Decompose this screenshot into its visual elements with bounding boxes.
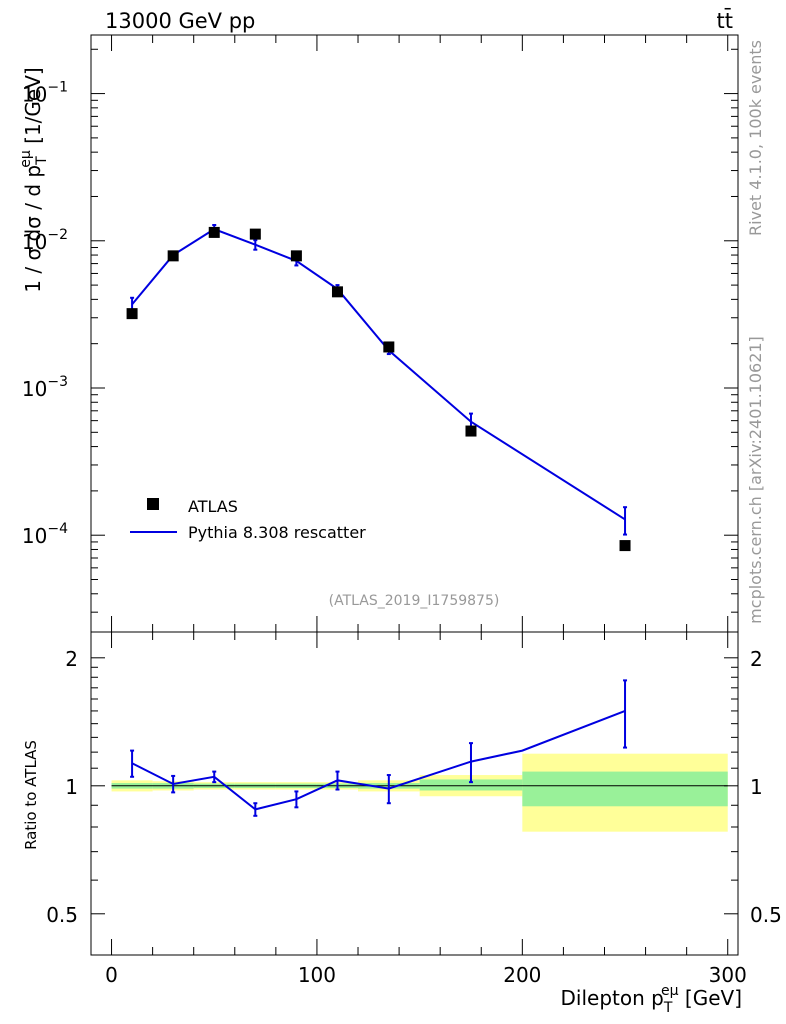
rivet-version-label: Rivet 4.1.0, 100k events — [746, 40, 765, 236]
energy-label: 13000 GeV pp — [105, 9, 255, 33]
ratio-y-axis-label: Ratio to ATLAS — [22, 740, 40, 850]
analysis-id-label: (ATLAS_2019_I1759875) — [329, 593, 500, 609]
ratio-y-tick-label: 2 — [65, 647, 78, 671]
main-y-tick-label: 10−4 — [22, 521, 68, 548]
data-point — [249, 228, 261, 240]
ratio-band-inner — [522, 771, 728, 807]
x-tick-label: 100 — [298, 963, 336, 987]
data-point — [126, 308, 138, 320]
main-y-axis: 10−110−210−310−4 — [22, 48, 738, 613]
x-label-lhs: Dilepton p — [561, 986, 664, 1010]
legend-mc-label: Pythia 8.308 rescatter — [188, 523, 366, 542]
mc-line — [131, 228, 626, 521]
ratio-y-tick-label-right: 1 — [750, 775, 763, 799]
ratio-panel: 0.5 0.5 1 1 2 2 0 100 200 300 Ratio to ATLAS Dil… — [22, 631, 782, 1016]
legend: ATLAS Pythia 8.308 rescatter — [130, 497, 366, 542]
data-point — [383, 341, 395, 353]
main-frame — [90, 34, 739, 633]
main-y-label-lhs: 1 / σ dσ / d p — [21, 165, 45, 293]
data-point — [208, 226, 220, 238]
main-x-ticks — [111, 35, 729, 632]
main-y-tick-exp: −2 — [47, 227, 68, 243]
ratio-frame — [90, 631, 739, 956]
x-label-unit: [GeV] — [679, 986, 742, 1010]
main-y-tick-label: 10−2 — [22, 227, 68, 254]
ratio-y-tick-label-right: 0.5 — [750, 903, 782, 927]
x-tick-label: 0 — [105, 963, 118, 987]
main-y-label-sub: T — [34, 156, 50, 166]
mcplots-label: mcplots.cern.ch [arXiv:2401.10621] — [746, 336, 765, 624]
x-tick-label: 200 — [503, 963, 541, 987]
ratio-y-tick-label: 1 — [65, 775, 78, 799]
main-y-tick-label: 10−1 — [22, 80, 68, 107]
main-y-label-unit: [1/GeV] — [21, 67, 45, 150]
data-point — [619, 540, 631, 552]
x-label-sub: T — [663, 1000, 673, 1016]
main-y-tick-base: 10 — [22, 83, 47, 107]
main-y-tick-exp: −3 — [47, 374, 68, 390]
process-label: tt̄ — [717, 8, 733, 33]
main-y-tick-base: 10 — [22, 377, 47, 401]
main-plot-area — [126, 224, 631, 552]
data-point — [465, 425, 477, 437]
x-axis-label: Dilepton pTeμ [GeV] — [561, 983, 743, 1016]
x-tick-label: 300 — [709, 963, 747, 987]
main-y-axis-label: 1 / σ dσ / d pTeμ [1/GeV] — [18, 67, 50, 292]
main-y-tick-base: 10 — [22, 524, 47, 548]
main-y-tick-base: 10 — [22, 230, 47, 254]
ratio-plot-area — [111, 679, 728, 832]
legend-data-label: ATLAS — [188, 497, 238, 516]
ratio-x-axis: 0 100 200 300 — [105, 632, 747, 987]
data-point — [167, 250, 179, 262]
main-panel: 10−110−210−310−4 (ATLAS_2019_I1759875) 1… — [18, 34, 739, 633]
main-y-tick-exp: −1 — [47, 80, 68, 96]
ratio-y-axis: 0.5 0.5 1 1 2 2 — [46, 647, 782, 927]
main-y-tick-label: 10−3 — [22, 374, 68, 401]
legend-data-marker — [147, 498, 159, 510]
main-y-label-sup: eμ — [18, 150, 34, 168]
ratio-y-tick-label-right: 2 — [750, 647, 763, 671]
ratio-mc-line — [131, 709, 626, 811]
x-label-sup: eμ — [661, 983, 679, 999]
main-y-tick-exp: −4 — [47, 521, 68, 537]
data-point — [331, 286, 343, 298]
ratio-band-inner — [419, 779, 523, 791]
ratio-y-tick-label: 0.5 — [46, 903, 78, 927]
data-point — [290, 250, 302, 262]
